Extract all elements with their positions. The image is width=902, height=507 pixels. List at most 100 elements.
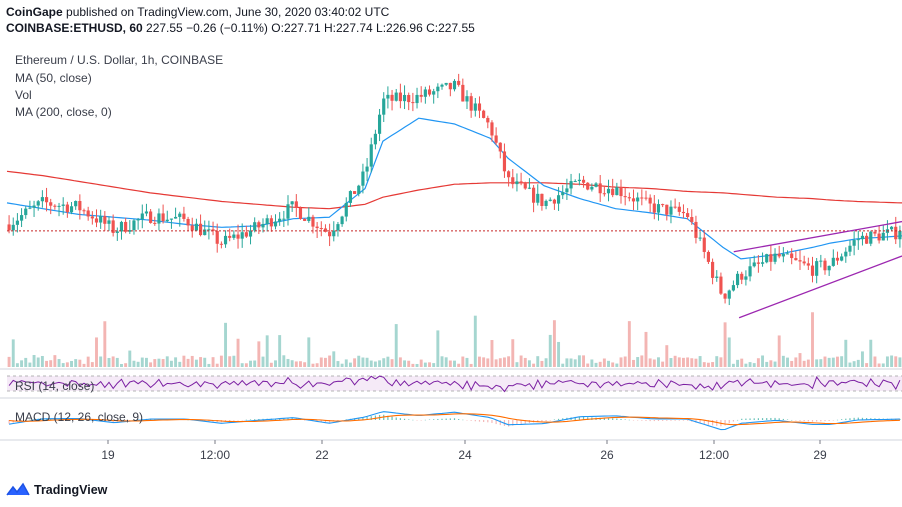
candle-body xyxy=(856,239,860,241)
candle-body xyxy=(519,181,523,184)
volume-bar xyxy=(498,358,502,367)
candle-body xyxy=(69,206,74,213)
volume-bar xyxy=(582,355,586,367)
macd-legend[interactable]: MACD (12, 26, close, 9) xyxy=(15,410,144,424)
macd-histogram-bar xyxy=(682,420,685,421)
macd-histogram-bar xyxy=(512,420,514,426)
candle-body xyxy=(706,251,711,262)
macd-histogram-bar xyxy=(574,416,576,420)
candle-body xyxy=(473,103,477,111)
volume-bar xyxy=(169,360,173,367)
candle-body xyxy=(165,219,169,222)
candle-body xyxy=(99,216,103,223)
macd-histogram-bar xyxy=(582,416,585,420)
macd-histogram-bar xyxy=(516,420,518,425)
volume-bar xyxy=(444,357,448,367)
macd-histogram-bar xyxy=(329,420,331,423)
macd-histogram-bar xyxy=(866,418,868,420)
candle-body xyxy=(394,92,398,101)
rsi-legend[interactable]: RSI (14, close) xyxy=(15,379,95,393)
macd-histogram-bar xyxy=(462,419,464,421)
macd-histogram-bar xyxy=(229,420,231,422)
candle-body xyxy=(427,89,432,95)
volume-bar xyxy=(407,360,411,367)
volume-bar xyxy=(95,337,98,367)
macd-histogram-bar xyxy=(104,420,106,422)
candle-body xyxy=(598,183,602,194)
publisher-name[interactable]: CoinGape xyxy=(6,5,63,19)
candle-body xyxy=(873,231,877,234)
macd-histogram-bar xyxy=(478,420,481,422)
volume-bar xyxy=(557,341,561,367)
macd-histogram-bar xyxy=(707,420,710,425)
volume-bar xyxy=(885,356,889,367)
candle-body xyxy=(507,171,511,178)
volume-bar xyxy=(615,363,619,367)
candle-body xyxy=(594,183,598,187)
candle-body xyxy=(319,228,323,230)
volume-bar xyxy=(840,356,844,367)
candle-body xyxy=(494,135,498,143)
volume-bar xyxy=(648,358,652,367)
candle-body xyxy=(194,223,198,231)
volume-bar xyxy=(244,363,248,367)
candle-body xyxy=(357,185,361,194)
tradingview-footer[interactable]: TradingView xyxy=(6,480,107,500)
volume-bar xyxy=(594,362,598,367)
volume-bar xyxy=(386,356,390,367)
ma50-legend[interactable]: MA (50, close) xyxy=(15,71,92,85)
candle-body xyxy=(407,94,411,103)
volume-bar xyxy=(82,363,86,367)
close-label: C: xyxy=(426,21,439,35)
macd-histogram-bar xyxy=(233,420,235,421)
candle-body xyxy=(835,257,840,261)
volume-bar xyxy=(727,337,731,367)
volume-bar xyxy=(740,358,744,367)
volume-bar xyxy=(523,357,527,367)
volume-bar xyxy=(661,361,665,367)
candle-body xyxy=(282,218,286,220)
macd-histogram-bar xyxy=(83,419,85,421)
price-change: −0.26 (−0.11%) xyxy=(186,21,268,35)
candle-body xyxy=(119,221,124,232)
volume-bar xyxy=(640,355,644,367)
candle-body xyxy=(777,253,781,257)
volume-bar xyxy=(249,360,252,367)
candle-body xyxy=(161,213,165,222)
volume-bar xyxy=(132,360,136,367)
candle-body xyxy=(361,171,365,186)
volume-bar xyxy=(161,359,165,367)
volume-bar xyxy=(652,359,656,367)
volume-bar xyxy=(632,359,635,367)
candle-body xyxy=(673,206,677,208)
ma200-legend[interactable]: MA (200, close, 0) xyxy=(15,105,112,119)
volume-legend[interactable]: Vol xyxy=(15,88,32,102)
macd-histogram-bar xyxy=(249,419,252,420)
candle-body xyxy=(794,258,798,261)
macd-histogram-bar xyxy=(557,418,560,420)
macd-histogram-bar xyxy=(749,418,751,420)
volume-bar xyxy=(86,356,90,367)
candle-body xyxy=(590,186,594,190)
volume-bar xyxy=(465,357,469,367)
candle-body xyxy=(107,220,111,224)
volume-bar xyxy=(478,356,481,367)
volume-bar xyxy=(182,355,186,367)
macd-histogram-bar xyxy=(711,420,714,426)
candle-body xyxy=(211,229,215,231)
macd-histogram-bar xyxy=(861,417,864,420)
volume-bar xyxy=(569,358,573,367)
candle-body xyxy=(540,193,544,206)
macd-histogram-bar xyxy=(54,418,56,420)
rsi-line xyxy=(8,375,901,393)
macd-histogram-bar xyxy=(108,420,110,422)
candle-body xyxy=(273,221,278,227)
macd-histogram-bar xyxy=(641,420,643,421)
candle-body xyxy=(390,94,394,101)
macd-histogram-bar xyxy=(133,419,135,421)
volume-bar xyxy=(90,362,94,367)
volume-bar xyxy=(623,356,627,367)
volume-bar xyxy=(203,357,207,367)
macd-histogram-bar xyxy=(653,420,655,422)
